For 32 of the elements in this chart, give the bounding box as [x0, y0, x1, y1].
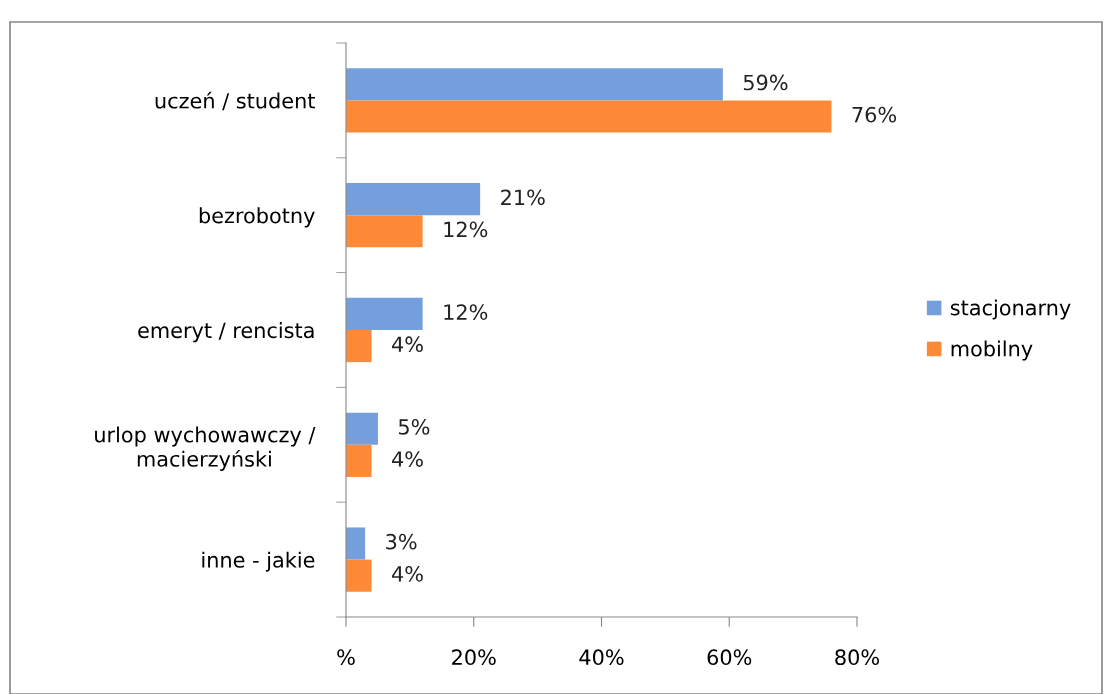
data-label: 21% [501, 189, 545, 206]
data-label: 76% [852, 106, 897, 123]
data-label: 12% [444, 221, 488, 238]
bar [346, 100, 832, 133]
data-label: 3% [386, 533, 417, 550]
x-tick-label: 60% [707, 649, 752, 666]
data-label: 4% [392, 451, 423, 467]
legend-label: mobilny [951, 340, 1033, 361]
data-label: 59% [743, 74, 788, 91]
y-tick-label: inne - jakie [202, 551, 315, 572]
bar [346, 527, 366, 560]
bar [346, 68, 723, 101]
x-tick-label: 80% [835, 649, 879, 666]
bar [346, 183, 481, 216]
bar [346, 297, 423, 330]
y-tick-label: urlop wychowawczy / macierzyński [95, 426, 316, 471]
x-tick-label: 40% [579, 649, 624, 666]
data-label: 4% [392, 565, 423, 582]
bar [346, 412, 378, 445]
x-tick-label: 20% [452, 649, 496, 666]
bar [346, 444, 372, 477]
data-label: 4% [392, 336, 423, 353]
x-tick-label: % [337, 649, 355, 666]
bar [346, 559, 372, 592]
legend-label: stacjonarny [950, 299, 1071, 320]
bar [346, 215, 423, 248]
bar [346, 330, 372, 363]
data-label: 5% [398, 419, 430, 435]
y-tick-label: uczeń / student [155, 91, 315, 111]
y-tick-label: emeryt / rencista [138, 322, 314, 343]
y-tick-label: bezrobotny [199, 207, 315, 228]
data-label: 12% [444, 304, 488, 320]
